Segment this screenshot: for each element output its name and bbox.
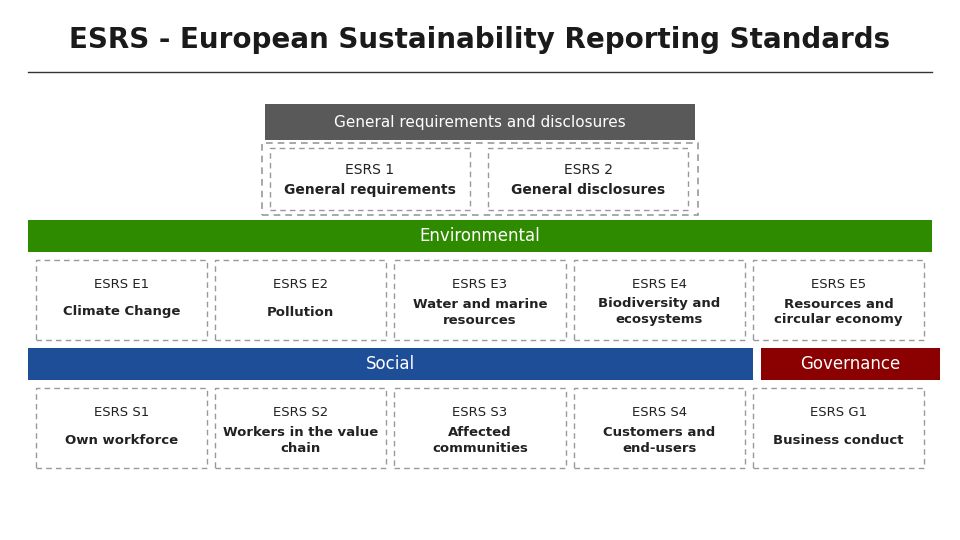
Text: ESRS E3: ESRS E3 xyxy=(452,278,508,291)
Text: ESRS 1: ESRS 1 xyxy=(346,163,395,177)
Text: ESRS E4: ESRS E4 xyxy=(632,278,686,291)
Text: ESRS S4: ESRS S4 xyxy=(632,406,686,419)
Text: ESRS S1: ESRS S1 xyxy=(94,406,149,419)
Text: General disclosures: General disclosures xyxy=(511,183,665,197)
Text: Social: Social xyxy=(366,355,415,373)
Text: General requirements and disclosures: General requirements and disclosures xyxy=(334,114,626,130)
Text: Pollution: Pollution xyxy=(267,306,334,319)
Text: Own workforce: Own workforce xyxy=(65,434,179,447)
Text: Affected
communities: Affected communities xyxy=(432,426,528,455)
Text: ESRS E1: ESRS E1 xyxy=(94,278,149,291)
Text: Customers and
end-users: Customers and end-users xyxy=(603,426,715,455)
Text: Business conduct: Business conduct xyxy=(773,434,903,447)
Text: Governance: Governance xyxy=(801,355,900,373)
FancyBboxPatch shape xyxy=(28,220,932,252)
Text: ESRS G1: ESRS G1 xyxy=(810,406,867,419)
Text: Environmental: Environmental xyxy=(420,227,540,245)
Text: ESRS S2: ESRS S2 xyxy=(274,406,328,419)
Text: ESRS 2: ESRS 2 xyxy=(564,163,612,177)
Text: General requirements: General requirements xyxy=(284,183,456,197)
Text: Workers in the value
chain: Workers in the value chain xyxy=(223,426,378,455)
Text: Climate Change: Climate Change xyxy=(63,306,180,319)
Text: Biodiversity and
ecosystems: Biodiversity and ecosystems xyxy=(598,298,720,327)
Text: ESRS E5: ESRS E5 xyxy=(811,278,866,291)
Text: ESRS - European Sustainability Reporting Standards: ESRS - European Sustainability Reporting… xyxy=(69,26,891,54)
FancyBboxPatch shape xyxy=(760,348,940,380)
Text: ESRS S3: ESRS S3 xyxy=(452,406,508,419)
FancyBboxPatch shape xyxy=(28,348,753,380)
Text: Resources and
circular economy: Resources and circular economy xyxy=(774,298,902,327)
FancyBboxPatch shape xyxy=(265,104,695,140)
Text: ESRS E2: ESRS E2 xyxy=(274,278,328,291)
Text: Water and marine
resources: Water and marine resources xyxy=(413,298,547,327)
